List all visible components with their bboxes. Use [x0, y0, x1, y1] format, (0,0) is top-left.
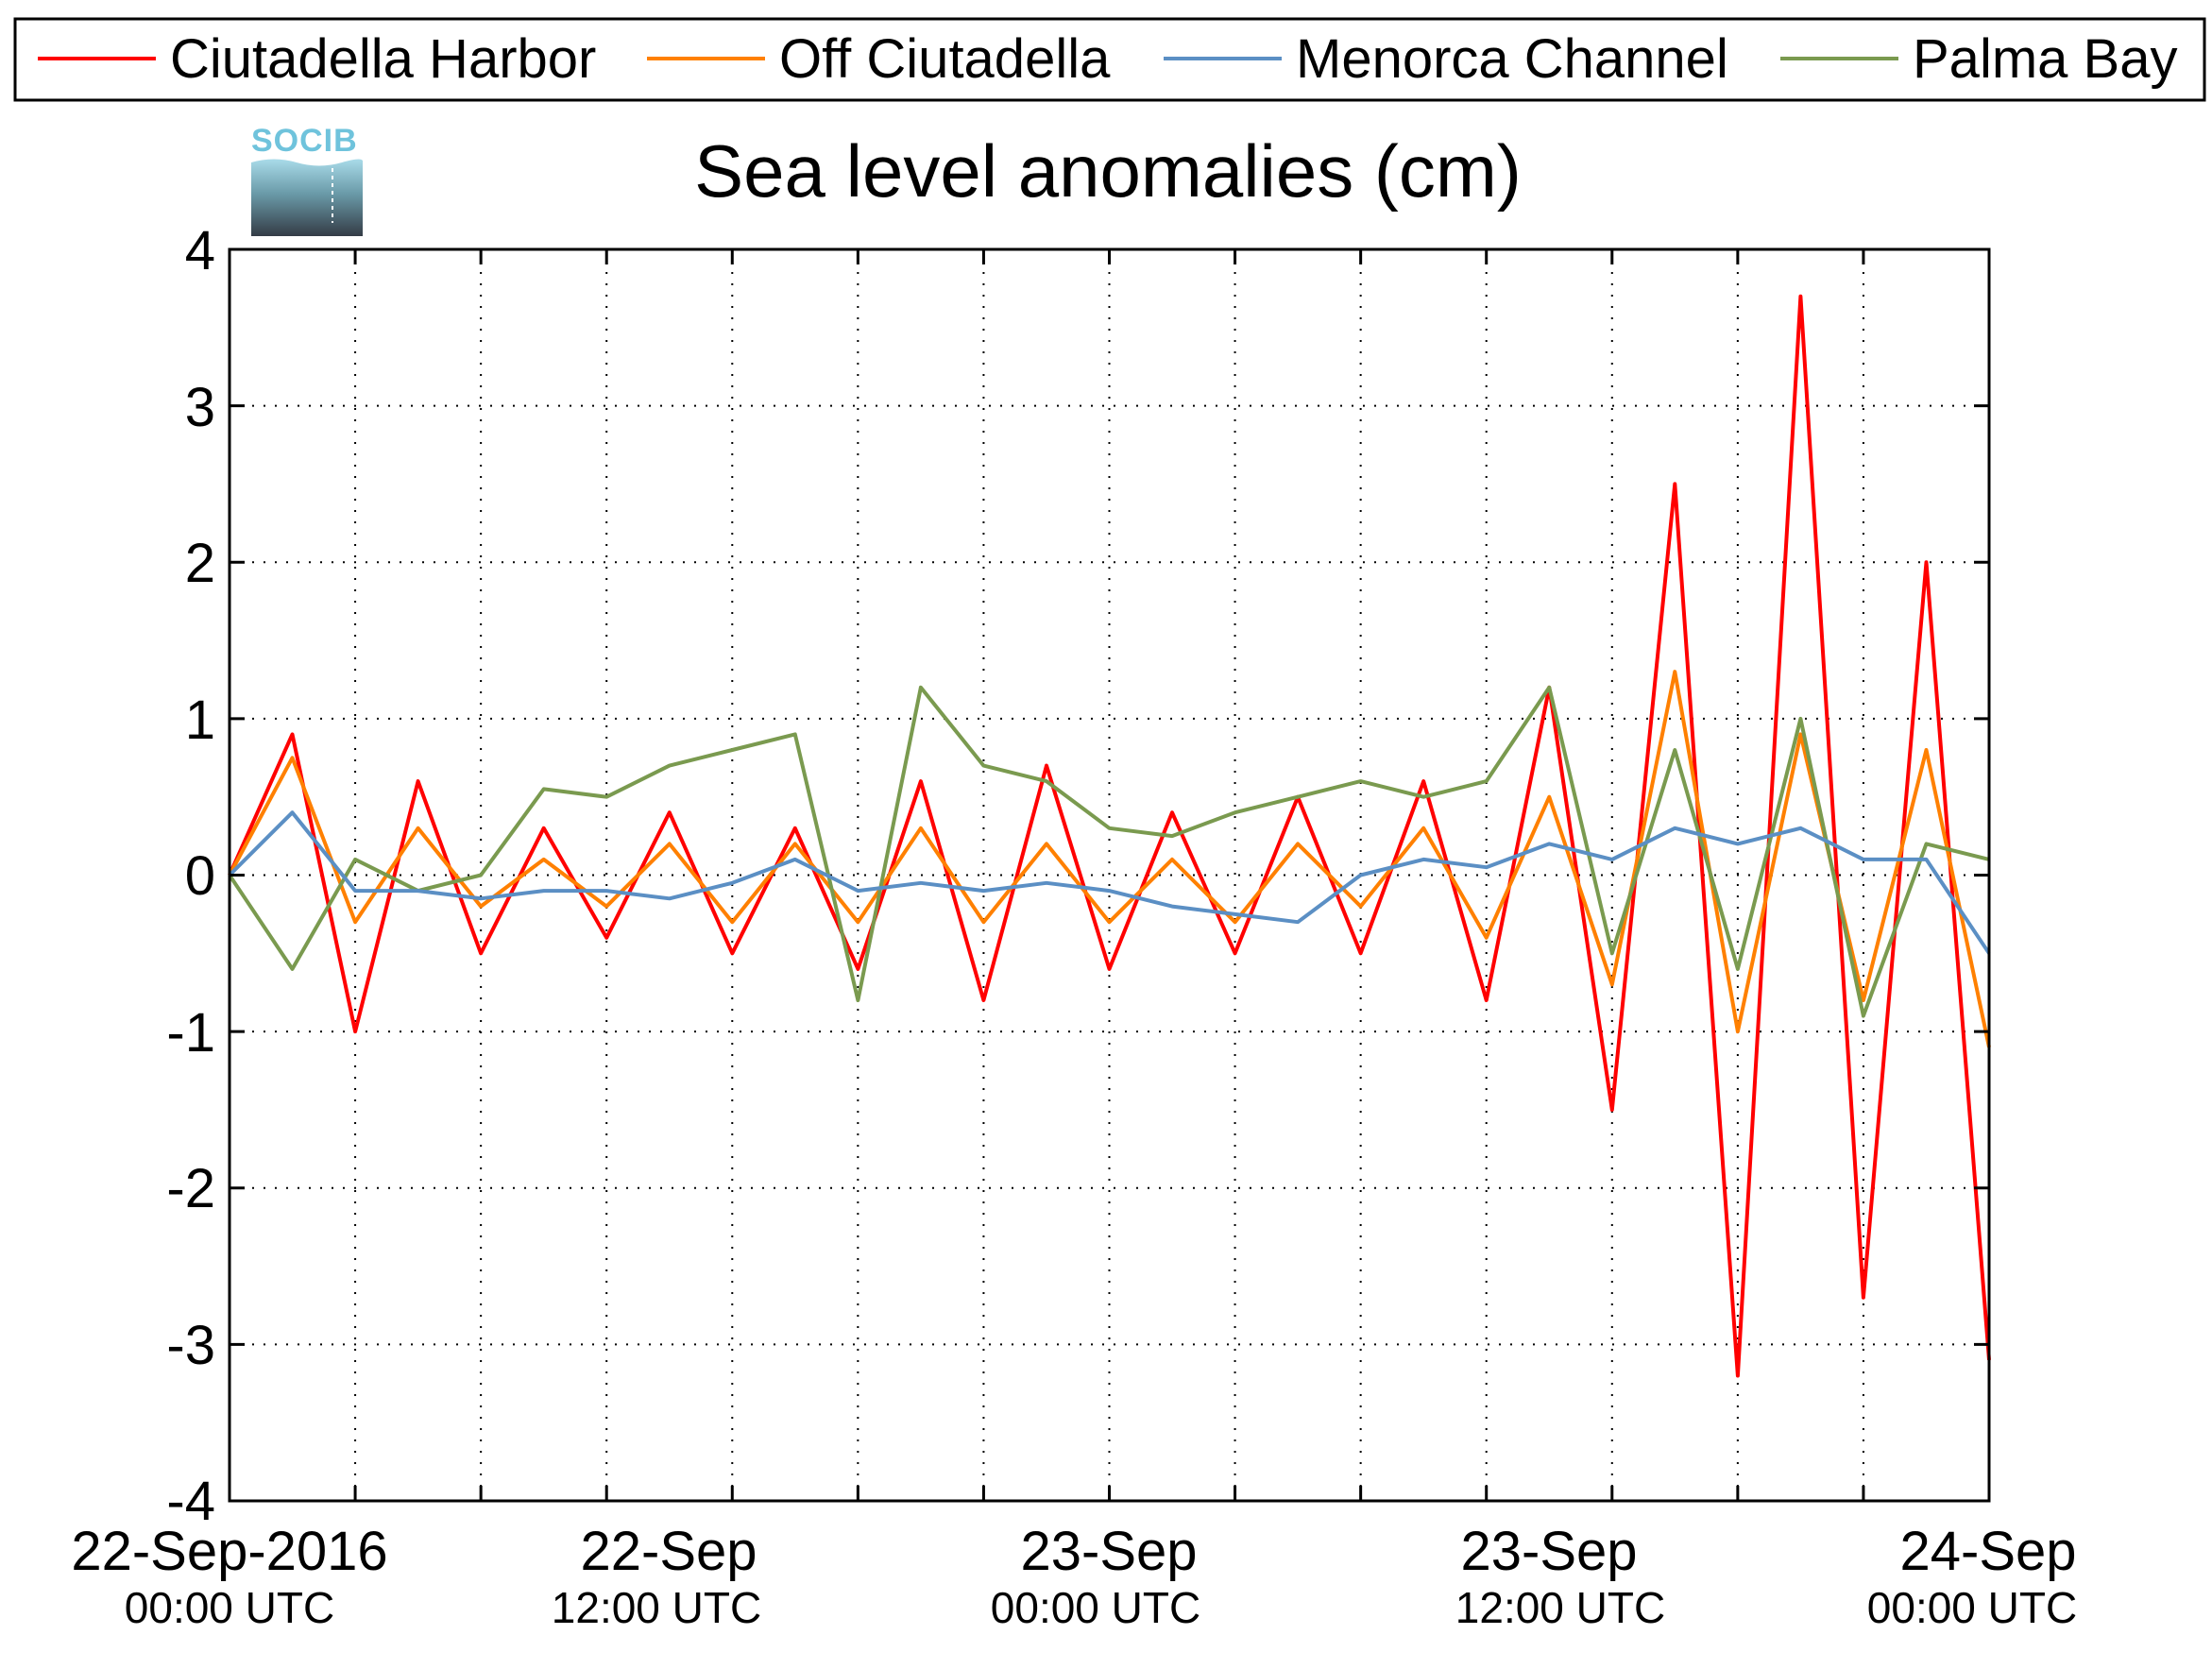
series-line-menorca-channel — [228, 810, 1991, 955]
legend-label-palma-bay: Palma Bay — [1913, 28, 2177, 90]
x-tick-time: 00:00 UTC — [991, 1583, 1200, 1632]
x-tick-time: 12:00 UTC — [1455, 1583, 1665, 1632]
logo-wave-block — [251, 159, 364, 236]
logo-text: SOCIB — [251, 123, 358, 159]
y-axis-labels: 4 3 2 1 0 -1 -2 -3 -4 — [166, 220, 215, 1532]
x-tick-time: 00:00 UTC — [125, 1583, 334, 1632]
plot-area — [228, 247, 1991, 1503]
legend: Ciutadella Harbor Off Ciutadella Menorca… — [13, 17, 2206, 102]
socib-logo: SOCIB — [251, 123, 364, 236]
y-tick-label: 2 — [185, 533, 215, 594]
y-tick-label: 1 — [185, 690, 215, 751]
axis-ticks — [230, 249, 1989, 1501]
x-tick-time: 00:00 UTC — [1867, 1583, 2077, 1632]
x-tick-date: 22-Sep-2016 — [71, 1521, 387, 1582]
y-tick-label: -2 — [166, 1158, 215, 1219]
x-axis-labels: 22-Sep-2016 00:00 UTC 22-Sep 12:00 UTC 2… — [71, 1521, 2077, 1632]
x-tick-date: 24-Sep — [1899, 1521, 2076, 1582]
y-tick-label: -3 — [166, 1315, 215, 1376]
y-tick-label: 4 — [185, 220, 215, 281]
x-tick-date: 23-Sep — [1020, 1521, 1197, 1582]
y-tick-label: -1 — [166, 1002, 215, 1064]
y-tick-label: -4 — [166, 1471, 215, 1532]
series-line-palma-bay — [228, 685, 1990, 1018]
y-tick-label: 0 — [185, 845, 215, 907]
x-tick-date: 22-Sep — [580, 1521, 757, 1582]
x-tick-date: 23-Sep — [1460, 1521, 1637, 1582]
series-layer — [228, 294, 1991, 1378]
legend-label-menorca-channel: Menorca Channel — [1296, 28, 1728, 90]
chart-title: Sea level anomalies (cm) — [694, 129, 1522, 213]
series-line-off-ciutadella — [228, 670, 1991, 1048]
y-tick-label: 3 — [185, 377, 215, 438]
legend-label-off-ciutadella: Off Ciutadella — [779, 28, 1111, 90]
plot-frame — [228, 247, 1991, 1503]
x-tick-time: 12:00 UTC — [552, 1583, 761, 1632]
legend-label-ciutadella-harbor: Ciutadella Harbor — [170, 28, 596, 90]
